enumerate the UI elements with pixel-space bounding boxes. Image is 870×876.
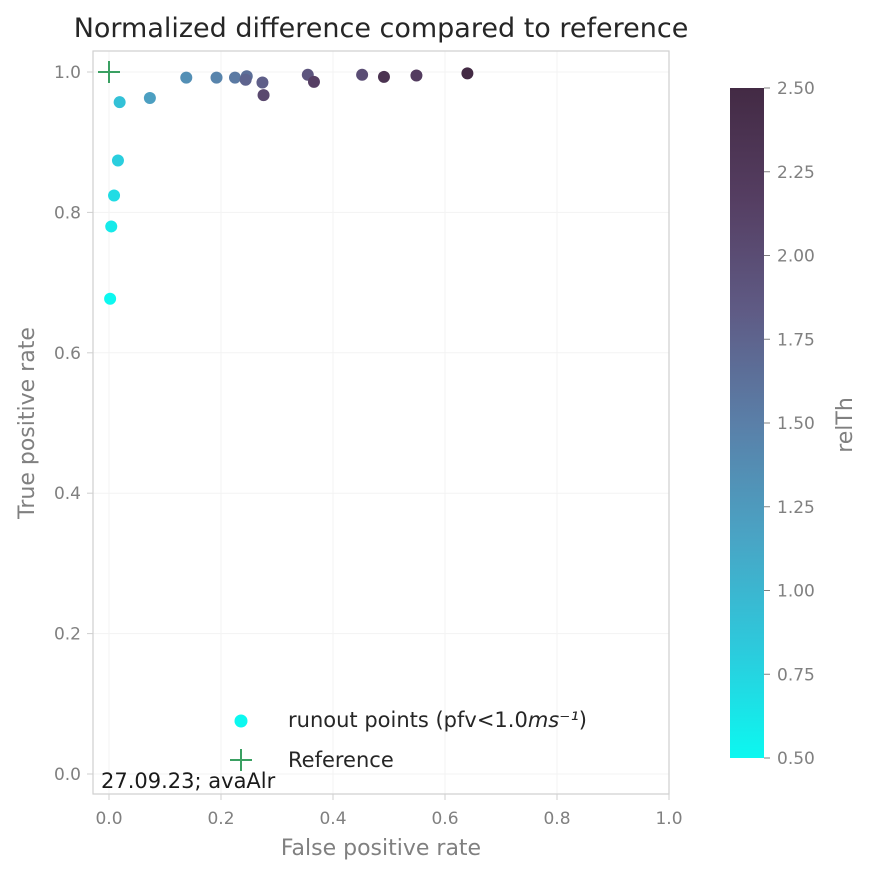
y-tick-label: 1.0 — [54, 63, 81, 83]
x-tick-label: 0.8 — [543, 809, 570, 829]
colorbar-ticks: 0.50 0.75 1.00 1.25 1.50 1.75 2.00 2.25 2.50 — [764, 79, 815, 769]
colorbar-label: relTh — [833, 397, 858, 453]
data-point — [180, 71, 193, 84]
data-point — [210, 71, 223, 84]
data-point — [307, 75, 320, 88]
reference-point — [98, 61, 120, 83]
data-point — [143, 91, 156, 104]
date-annotation: 27.09.23; avaAlr — [101, 769, 276, 793]
reference-markers — [98, 61, 120, 83]
legend: runout points (pfv<1.0ms⁻¹) Reference — [230, 708, 587, 772]
colorbar-tick-label: 0.50 — [777, 749, 815, 769]
colorbar: 0.50 0.75 1.00 1.25 1.50 1.75 2.00 2.25 2.50 rel… — [730, 79, 858, 769]
data-point — [113, 96, 126, 109]
data-point — [410, 69, 423, 82]
colorbar-tick-label: 0.75 — [777, 665, 815, 685]
colorbar-tick-label: 1.00 — [777, 582, 815, 602]
x-tick-label: 0.4 — [319, 809, 346, 829]
y-tick-label: 0.6 — [54, 344, 81, 364]
y-tick-label: 0.2 — [54, 625, 81, 645]
y-tick-label: 0.8 — [54, 203, 81, 223]
x-tick-label: 0.6 — [431, 809, 458, 829]
data-point — [257, 89, 270, 102]
colorbar-tick-label: 2.50 — [777, 79, 815, 99]
chart-title: Normalized difference compared to refere… — [74, 13, 689, 44]
x-tick-label: 0.0 — [95, 809, 122, 829]
data-point — [356, 68, 369, 81]
legend-label-reference: Reference — [288, 748, 394, 772]
data-point — [256, 76, 269, 89]
data-point — [111, 154, 124, 167]
colorbar-gradient — [730, 88, 764, 758]
colorbar-tick-label: 1.25 — [777, 498, 815, 518]
y-tick-label: 0.4 — [54, 484, 81, 504]
data-point — [104, 292, 117, 305]
data-point — [377, 70, 390, 83]
data-point — [461, 67, 474, 80]
colorbar-tick-label: 1.50 — [777, 414, 815, 434]
x-axis-ticks: 0.0 0.2 0.4 0.6 0.8 1.0 — [95, 794, 683, 829]
legend-label-runout: runout points (pfv<1.0ms⁻¹) — [288, 708, 587, 732]
data-point — [108, 189, 121, 202]
x-tick-label: 0.2 — [207, 809, 234, 829]
legend-circle-marker — [234, 714, 248, 728]
data-point — [239, 73, 252, 86]
legend-plus-marker — [230, 749, 252, 771]
y-axis-ticks: 0.0 0.2 0.4 0.6 0.8 1.0 — [54, 63, 93, 785]
y-axis-label: True positive rate — [15, 327, 40, 520]
colorbar-tick-label: 2.25 — [777, 163, 815, 183]
grid — [93, 51, 670, 794]
plot-frame — [92, 50, 670, 795]
colorbar-tick-label: 2.00 — [777, 247, 815, 267]
x-tick-label: 1.0 — [655, 809, 682, 829]
x-axis-label: False positive rate — [281, 836, 481, 861]
y-tick-label: 0.0 — [54, 765, 81, 785]
colorbar-tick-label: 1.75 — [777, 330, 815, 350]
data-point — [229, 71, 241, 84]
data-point — [105, 220, 118, 233]
scatter-points — [104, 67, 474, 305]
